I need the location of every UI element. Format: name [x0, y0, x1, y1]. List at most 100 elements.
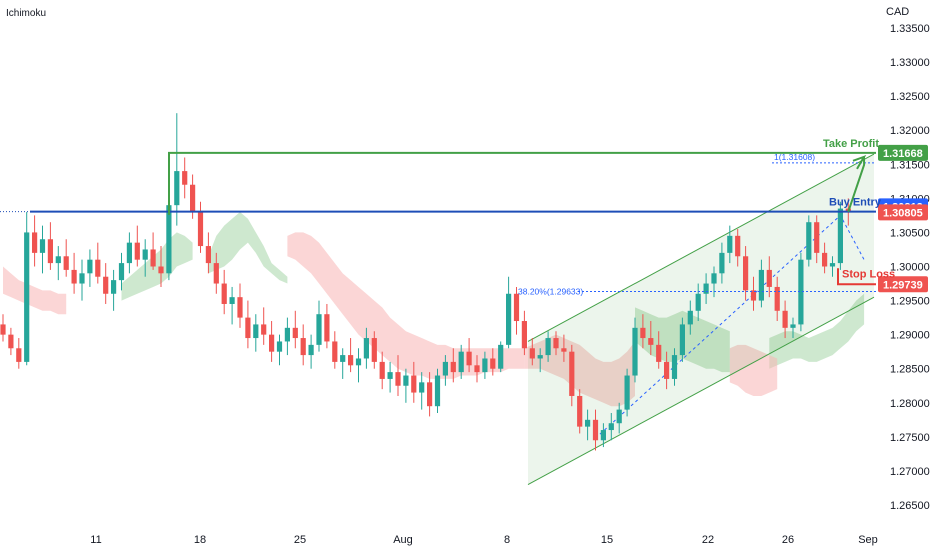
candle-body	[142, 249, 148, 260]
candle-body	[39, 239, 46, 253]
candle-body	[419, 382, 425, 393]
price-tick-label: 1.28000	[890, 398, 930, 410]
candle-body	[316, 314, 322, 345]
price-tick-label: 1.32000	[890, 125, 930, 137]
candle-body	[355, 358, 362, 366]
candle-body	[32, 232, 38, 253]
candle-body	[245, 317, 251, 339]
candle-body	[806, 222, 812, 260]
candle-body	[395, 372, 401, 386]
price-tick-label: 1.32500	[890, 91, 930, 103]
candle-body	[442, 361, 448, 376]
candle-body	[687, 310, 693, 325]
candle-body	[229, 297, 235, 304]
candle-body	[348, 355, 354, 366]
take-profit-tag-bg	[878, 144, 928, 161]
fib-382-label: 38.20%(1.29633)	[518, 287, 583, 297]
candle-body	[719, 252, 725, 274]
candle-body	[434, 375, 441, 407]
time-tick-label: 18	[194, 534, 206, 546]
candle-body	[790, 324, 796, 328]
cloud-green-segment	[208, 211, 288, 284]
channel-upper-line	[527, 153, 875, 342]
candle-body	[482, 358, 488, 373]
ascending-channel	[527, 153, 875, 485]
candle-body	[332, 341, 338, 362]
price-tick-label: 1.29000	[890, 330, 930, 342]
cloud-green-segment	[121, 232, 193, 301]
time-tick-label: Sep	[858, 534, 878, 546]
candle-body	[190, 184, 196, 212]
candle-body	[71, 269, 77, 284]
time-tick-label: Aug	[393, 534, 413, 546]
candle-body	[261, 324, 267, 335]
candle-body	[79, 273, 85, 284]
price-axis[interactable]: 1.335001.330001.325001.320001.315001.310…	[890, 23, 930, 512]
candle-body	[585, 419, 591, 427]
price-tick-label: 1.30000	[890, 262, 930, 274]
time-tick-label: 15	[601, 534, 613, 546]
candle-body	[340, 355, 346, 362]
channel-fill	[528, 154, 874, 485]
candle-body	[632, 327, 638, 376]
price-tick-label: 1.33000	[890, 57, 930, 69]
buy-entry-label: Buy Entry	[829, 197, 882, 209]
candle-body	[95, 259, 101, 277]
candle-body	[743, 256, 749, 291]
candle-body	[324, 314, 330, 342]
candle-body	[458, 351, 464, 373]
candle-body	[695, 293, 701, 311]
candle-body	[624, 375, 630, 410]
time-tick-label: 25	[294, 534, 306, 546]
candle-body	[87, 259, 93, 274]
price-tick-label: 1.26500	[890, 500, 930, 512]
candle-body	[47, 239, 53, 264]
candlesticks	[0, 113, 851, 451]
candle-body	[774, 286, 780, 311]
candle-body	[837, 208, 843, 264]
candle-body	[498, 344, 504, 369]
candle-body	[363, 338, 369, 359]
candle-body	[616, 409, 622, 424]
candle-body	[750, 290, 757, 301]
candle-body	[182, 171, 188, 185]
candle-body	[640, 327, 646, 339]
target-arrow-path	[847, 156, 866, 212]
take-profit-price-tag: 1.31668	[883, 148, 923, 160]
candle-body	[403, 375, 409, 386]
candle-body	[829, 263, 836, 267]
price-tick-label: 1.30500	[890, 227, 930, 239]
candle-body	[521, 321, 527, 349]
cloud-green-segment	[769, 293, 865, 369]
candle-body	[822, 252, 828, 267]
candle-body	[561, 348, 567, 352]
cloud-red-segment	[3, 266, 67, 315]
candle-body	[55, 256, 61, 264]
target-arrow-head	[852, 154, 867, 170]
candle-body	[474, 365, 480, 373]
candle-body	[592, 419, 599, 441]
candle-body	[466, 351, 472, 366]
candle-body	[758, 269, 764, 301]
candle-body	[513, 293, 520, 322]
candle-body	[253, 324, 259, 339]
time-axis[interactable]: 11 18 25 Aug 8 15 22 26 Sep	[90, 534, 878, 546]
price-tick-label: 1.31500	[890, 159, 930, 171]
time-tick-label: 26	[782, 534, 794, 546]
buy-entry-tag-bg	[878, 204, 928, 221]
trade-levels	[0, 151, 876, 293]
candle-body	[814, 222, 820, 253]
candle-body	[276, 341, 283, 352]
time-tick-label: 22	[702, 534, 714, 546]
candle-body	[608, 423, 614, 431]
candle-body	[174, 171, 180, 206]
candle-body	[134, 242, 140, 260]
take-profit-line	[168, 151, 876, 215]
stop-loss-price-tag: 1.29739	[883, 279, 923, 291]
candle-body	[213, 263, 219, 284]
candle-body	[387, 372, 393, 379]
indicator-label[interactable]: Ichimoku	[6, 8, 46, 19]
candle-body	[703, 283, 709, 294]
